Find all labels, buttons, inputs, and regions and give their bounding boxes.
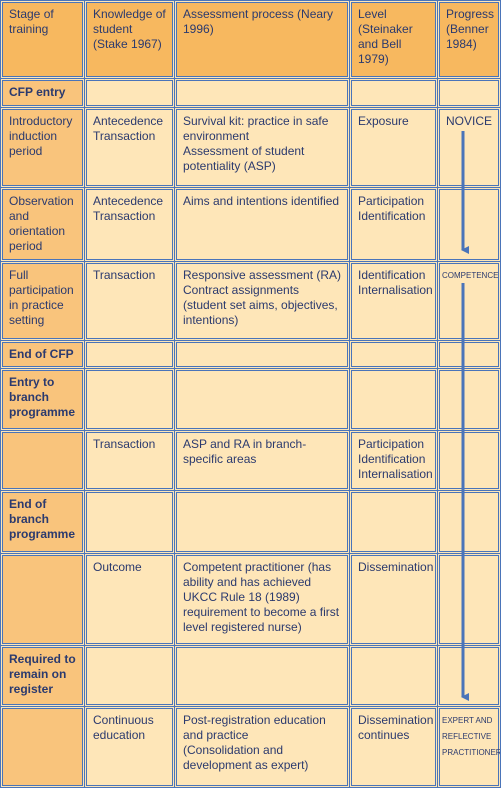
- stage-cell: [0, 553, 85, 646]
- table-cell: [84, 340, 175, 369]
- cell-line: Identification: [358, 268, 426, 282]
- cell-line: Contract assignments: [183, 283, 300, 297]
- table-cell: NOVICE: [437, 107, 501, 188]
- stage-cell: [0, 706, 85, 788]
- table-cell: Post-registration education and practice…: [174, 706, 350, 788]
- table-cell: [437, 553, 501, 646]
- table-cell: [437, 430, 501, 491]
- stage-cell: End of branch programme: [0, 490, 85, 554]
- table-cell: Antecedence Transaction: [84, 107, 175, 188]
- cell-line: Internalisation: [358, 467, 433, 481]
- table-cell: Transaction: [84, 430, 175, 491]
- table-cell: [84, 368, 175, 431]
- table-cell: Responsive assessment (RA) Contract assig…: [174, 261, 350, 341]
- stage-cell: CFP entry: [0, 78, 85, 108]
- table-cell: [84, 645, 175, 707]
- table-cell: [84, 490, 175, 554]
- cell-line: (student set aims, objectives, intention…: [183, 298, 338, 327]
- header-cell: Stage of training: [0, 0, 85, 79]
- cell-line: Transaction: [93, 209, 156, 223]
- header-cell: Knowledge of student (Stake 1967): [84, 0, 175, 79]
- table-cell: [437, 490, 501, 554]
- table-cell: [174, 490, 350, 554]
- table-cell: Exposure: [349, 107, 438, 188]
- table-cell: [174, 645, 350, 707]
- table-cell: [437, 187, 501, 262]
- table-cell: Dissemination: [349, 553, 438, 646]
- table-cell: Identification Internalisation: [349, 261, 438, 341]
- stage-cell: End of CFP: [0, 340, 85, 369]
- cell-line: Transaction: [93, 129, 156, 143]
- cell-line: Internalisation: [358, 283, 433, 297]
- header-cell: Progress (Benner 1984): [437, 0, 501, 79]
- table-cell: [437, 340, 501, 369]
- cell-line: Responsive assessment (RA): [183, 268, 342, 282]
- header-cell: Level (Steinaker and Bell 1979): [349, 0, 438, 79]
- table-cell: Survival kit: practice in safe environme…: [174, 107, 350, 188]
- stage-cell: [0, 430, 85, 491]
- stage-cell: Observation and orientation period: [0, 187, 85, 262]
- stage-cell: Full participation in practice setting: [0, 261, 85, 341]
- table-cell: [349, 78, 438, 108]
- table-cell: [349, 340, 438, 369]
- cell-line: Identification: [358, 209, 426, 223]
- table-cell: Antecedence Transaction: [84, 187, 175, 262]
- cell-line: Participation: [358, 437, 425, 451]
- table-cell: [174, 78, 350, 108]
- table-cell: Participation Identification Internalisati…: [349, 430, 438, 491]
- table-cell: Participation Identification: [349, 187, 438, 262]
- cell-line: Identification: [358, 452, 426, 466]
- table-cell: [349, 645, 438, 707]
- table-cell: [84, 78, 175, 108]
- cell-line: Participation: [358, 194, 425, 208]
- cell-line: Antecedence: [93, 114, 164, 128]
- cell-line: (Consolidation and development as expert…: [183, 743, 309, 772]
- table-cell: Competent practitioner (has ability and …: [174, 553, 350, 646]
- table-cell: [174, 368, 350, 431]
- table-cell: Transaction: [84, 261, 175, 341]
- table-cell: [437, 368, 501, 431]
- table-cell: ASP and RA in branch-specific areas: [174, 430, 350, 491]
- table-cell: Continuous education: [84, 706, 175, 788]
- cell-line: Antecedence: [93, 194, 164, 208]
- cell-line: Assessment of student potentiality (ASP): [183, 144, 305, 173]
- cell-line: Survival kit: practice in safe environme…: [183, 114, 329, 143]
- stage-cell: Required to remain on register: [0, 645, 85, 707]
- cell-line: Post-registration education and practice: [183, 713, 326, 742]
- header-cell: Assessment process (Neary 1996): [174, 0, 350, 79]
- table-cell: [349, 490, 438, 554]
- stage-cell: Introductory induction period: [0, 107, 85, 188]
- table-cell: Outcome: [84, 553, 175, 646]
- table-cell: [349, 368, 438, 431]
- table-cell: EXPERT AND REFLECTIVE PRACTITIONER: [437, 706, 501, 788]
- table-cell: [437, 78, 501, 108]
- table-cell: COMPETENCE: [437, 261, 501, 341]
- table-cell: Dissemination continues: [349, 706, 438, 788]
- table-cell: Aims and intentions identified: [174, 187, 350, 262]
- stage-cell: Entry to branch programme: [0, 368, 85, 431]
- table-cell: [437, 645, 501, 707]
- table-cell: [174, 340, 350, 369]
